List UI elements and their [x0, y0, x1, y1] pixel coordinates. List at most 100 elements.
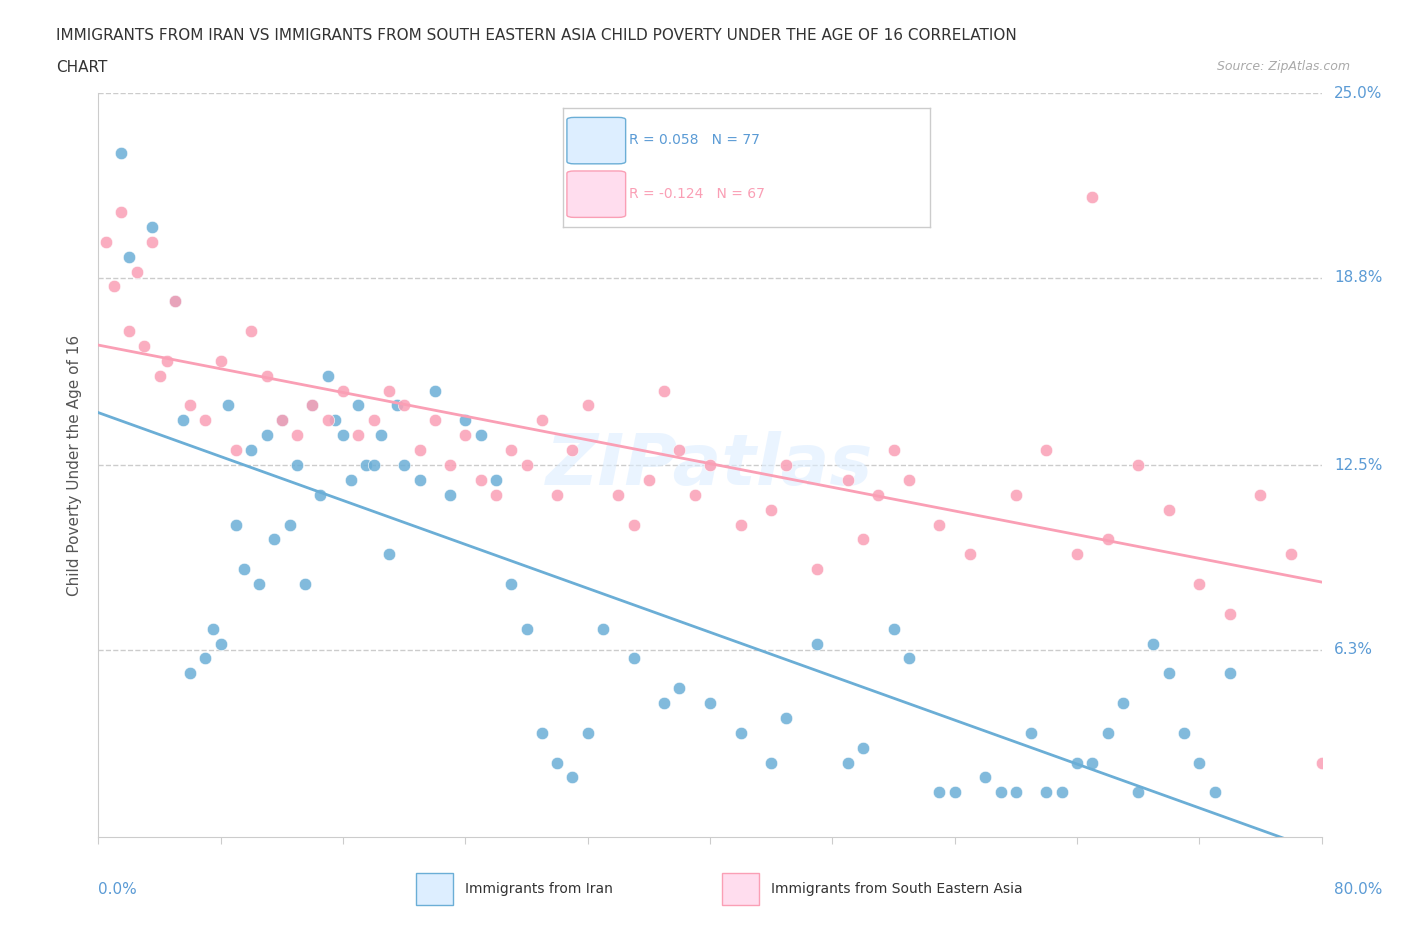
Point [1128, 458, 1150, 472]
Point [408, 472, 430, 487]
Point [316, 413, 339, 428]
Point [516, 458, 538, 472]
Point [378, 383, 401, 398]
Point [194, 651, 217, 666]
Point [806, 562, 828, 577]
Text: 25.0%: 25.0% [1334, 86, 1382, 100]
Point [637, 472, 661, 487]
Text: IMMIGRANTS FROM IRAN VS IMMIGRANTS FROM SOUTH EASTERN ASIA CHILD POVERTY UNDER T: IMMIGRANTS FROM IRAN VS IMMIGRANTS FROM … [56, 28, 1017, 43]
Point [1066, 547, 1088, 562]
Point [263, 532, 285, 547]
Point [470, 428, 492, 443]
Point [363, 413, 385, 428]
Point [285, 428, 308, 443]
Point [240, 443, 263, 458]
Point [470, 472, 492, 487]
Point [761, 502, 783, 517]
Point [1142, 636, 1164, 651]
Point [730, 725, 752, 740]
Text: Source: ZipAtlas.com: Source: ZipAtlas.com [1216, 60, 1350, 73]
Point [141, 234, 163, 249]
Point [209, 636, 232, 651]
Point [392, 398, 416, 413]
Point [163, 294, 186, 309]
Point [1310, 755, 1333, 770]
Point [775, 711, 797, 725]
Point [837, 755, 859, 770]
Point [240, 324, 263, 339]
Point [1019, 725, 1042, 740]
Point [652, 696, 675, 711]
Point [1081, 755, 1104, 770]
Point [301, 398, 323, 413]
Point [1188, 755, 1211, 770]
Point [247, 577, 270, 591]
Point [454, 428, 477, 443]
Point [454, 413, 477, 428]
Point [1279, 547, 1302, 562]
Point [652, 383, 675, 398]
Point [332, 383, 354, 398]
Point [516, 621, 538, 636]
Point [339, 472, 361, 487]
Point [156, 353, 179, 368]
Point [423, 413, 446, 428]
Point [1004, 785, 1026, 800]
Point [347, 398, 370, 413]
Point [576, 725, 599, 740]
Point [118, 249, 141, 264]
Text: 0.0%: 0.0% [98, 882, 138, 897]
Point [868, 487, 890, 502]
Point [990, 785, 1012, 800]
Text: ZIPatlas: ZIPatlas [547, 431, 873, 499]
Point [363, 458, 385, 472]
Text: 18.8%: 18.8% [1334, 270, 1382, 285]
Point [561, 443, 583, 458]
Point [225, 443, 247, 458]
Point [316, 368, 339, 383]
Point [256, 368, 278, 383]
Point [623, 517, 645, 532]
Point [1050, 785, 1073, 800]
Point [294, 577, 316, 591]
Point [110, 205, 132, 219]
Point [217, 398, 239, 413]
Point [1219, 666, 1241, 681]
Point [332, 428, 354, 443]
Point [775, 458, 797, 472]
Point [974, 770, 997, 785]
Point [623, 651, 645, 666]
Point [1035, 785, 1057, 800]
Point [1035, 443, 1057, 458]
Point [439, 487, 461, 502]
Point [94, 234, 117, 249]
Point [530, 725, 553, 740]
Point [959, 547, 981, 562]
Point [1097, 532, 1119, 547]
Point [501, 443, 523, 458]
Point [110, 145, 132, 160]
Point [256, 428, 278, 443]
Point [1066, 755, 1088, 770]
Point [699, 696, 721, 711]
Point [179, 666, 201, 681]
Point [1004, 487, 1026, 502]
Point [1173, 725, 1195, 740]
Point [546, 755, 568, 770]
Point [392, 458, 416, 472]
Point [285, 458, 308, 472]
Point [325, 413, 347, 428]
Point [501, 577, 523, 591]
Point [149, 368, 172, 383]
Point [270, 413, 294, 428]
Point [370, 428, 392, 443]
Point [209, 353, 232, 368]
Point [278, 517, 301, 532]
Point [668, 443, 690, 458]
Point [897, 651, 920, 666]
Point [852, 740, 875, 755]
Point [699, 458, 721, 472]
Point [225, 517, 247, 532]
Point [408, 443, 430, 458]
Point [103, 279, 125, 294]
